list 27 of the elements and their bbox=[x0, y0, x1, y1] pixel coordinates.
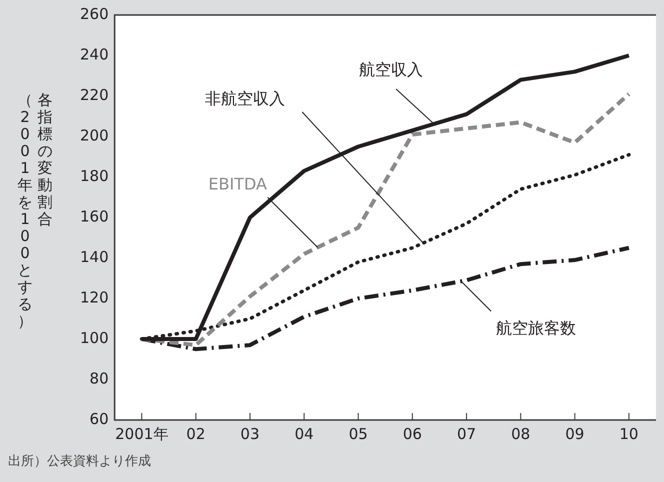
text: 航空旅客数 bbox=[496, 318, 576, 338]
y-tick-label: 200 bbox=[80, 126, 109, 144]
y-tick-label: 140 bbox=[80, 248, 109, 266]
y-tick-label: 60 bbox=[90, 410, 109, 428]
text: EBITDA bbox=[208, 174, 267, 194]
x-tick-label: 10 bbox=[619, 424, 638, 443]
x-tick-label: 04 bbox=[294, 424, 314, 443]
x-tick-label: 03 bbox=[240, 424, 260, 443]
y-tick-label: 100 bbox=[80, 328, 109, 347]
text: 出所）公表資料より作成 bbox=[8, 453, 151, 470]
x-tick-label: 02 bbox=[186, 424, 206, 443]
y-tick-label: 180 bbox=[80, 166, 109, 185]
x-tick-label: 08 bbox=[511, 424, 530, 443]
x-tick-label: 09 bbox=[565, 424, 584, 443]
x-tick-label: 2001年 bbox=[115, 424, 168, 443]
y-tick-label: 220 bbox=[80, 86, 109, 104]
y-tick-label: 160 bbox=[80, 207, 109, 226]
y-tick-label: 240 bbox=[80, 45, 109, 64]
y-tick-label: 120 bbox=[80, 288, 109, 306]
text: 航空収入 bbox=[359, 60, 424, 80]
x-tick-label: 07 bbox=[456, 424, 476, 443]
y-tick-label: 260 bbox=[80, 4, 109, 23]
y-tick-label: 80 bbox=[90, 369, 109, 388]
x-tick-label: 05 bbox=[348, 424, 368, 443]
text: 非航空収入 bbox=[205, 89, 286, 108]
text: 各指標の変動割合（2001年を100とする） bbox=[18, 91, 52, 330]
x-tick-label: 06 bbox=[402, 424, 422, 443]
